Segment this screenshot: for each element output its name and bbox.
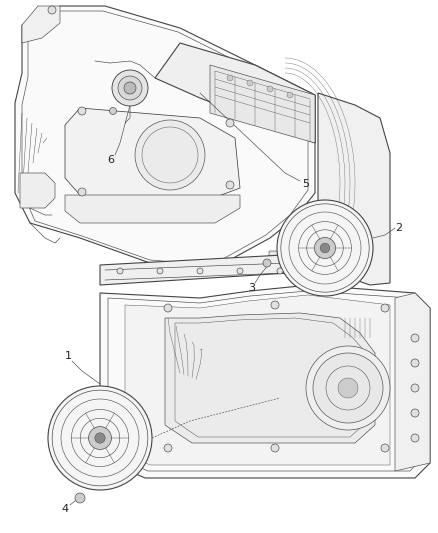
- Text: 4: 4: [61, 504, 69, 514]
- Circle shape: [78, 188, 86, 196]
- Circle shape: [164, 304, 172, 312]
- Circle shape: [88, 426, 111, 449]
- Circle shape: [110, 108, 117, 115]
- Bar: [68, 145, 86, 173]
- Circle shape: [277, 268, 283, 274]
- Polygon shape: [100, 285, 430, 478]
- Circle shape: [75, 493, 85, 503]
- Circle shape: [112, 70, 148, 106]
- Polygon shape: [318, 93, 390, 285]
- Circle shape: [338, 378, 358, 398]
- Text: 3: 3: [248, 283, 255, 293]
- Circle shape: [226, 119, 234, 127]
- Circle shape: [411, 409, 419, 417]
- Circle shape: [247, 80, 253, 86]
- Circle shape: [124, 82, 136, 94]
- Bar: [130, 418, 144, 438]
- Bar: [130, 335, 144, 355]
- Circle shape: [277, 200, 373, 296]
- Bar: [205, 126, 223, 138]
- Circle shape: [314, 237, 336, 259]
- Circle shape: [157, 268, 163, 274]
- Circle shape: [78, 107, 86, 115]
- Circle shape: [164, 444, 172, 452]
- Circle shape: [271, 444, 279, 452]
- Circle shape: [411, 334, 419, 342]
- Polygon shape: [100, 253, 320, 285]
- Circle shape: [227, 75, 233, 81]
- Circle shape: [263, 259, 271, 267]
- Polygon shape: [155, 43, 315, 143]
- Circle shape: [411, 434, 419, 442]
- Circle shape: [237, 268, 243, 274]
- Polygon shape: [165, 313, 375, 443]
- Circle shape: [313, 353, 383, 423]
- Circle shape: [411, 384, 419, 392]
- Polygon shape: [65, 108, 240, 203]
- FancyBboxPatch shape: [269, 251, 285, 262]
- Circle shape: [287, 92, 293, 98]
- Circle shape: [411, 359, 419, 367]
- Polygon shape: [20, 173, 55, 208]
- Polygon shape: [125, 295, 390, 465]
- Circle shape: [306, 346, 390, 430]
- Bar: [350, 125, 362, 143]
- Circle shape: [381, 304, 389, 312]
- Polygon shape: [22, 6, 60, 43]
- Circle shape: [135, 120, 205, 190]
- Text: 2: 2: [396, 223, 403, 233]
- Circle shape: [320, 243, 330, 253]
- Circle shape: [197, 268, 203, 274]
- Polygon shape: [395, 293, 430, 471]
- Text: 6: 6: [107, 155, 114, 165]
- Circle shape: [117, 268, 123, 274]
- Polygon shape: [210, 65, 315, 143]
- Text: 5: 5: [303, 179, 310, 189]
- Text: 1: 1: [64, 351, 71, 361]
- Bar: [252, 356, 268, 368]
- Circle shape: [48, 6, 56, 14]
- FancyBboxPatch shape: [87, 57, 101, 68]
- FancyBboxPatch shape: [114, 121, 130, 131]
- Circle shape: [271, 301, 279, 309]
- Circle shape: [118, 76, 142, 100]
- Polygon shape: [65, 195, 240, 223]
- Circle shape: [267, 86, 273, 92]
- Circle shape: [381, 444, 389, 452]
- Circle shape: [48, 386, 152, 490]
- Circle shape: [95, 433, 105, 443]
- Circle shape: [226, 181, 234, 189]
- Polygon shape: [15, 6, 315, 268]
